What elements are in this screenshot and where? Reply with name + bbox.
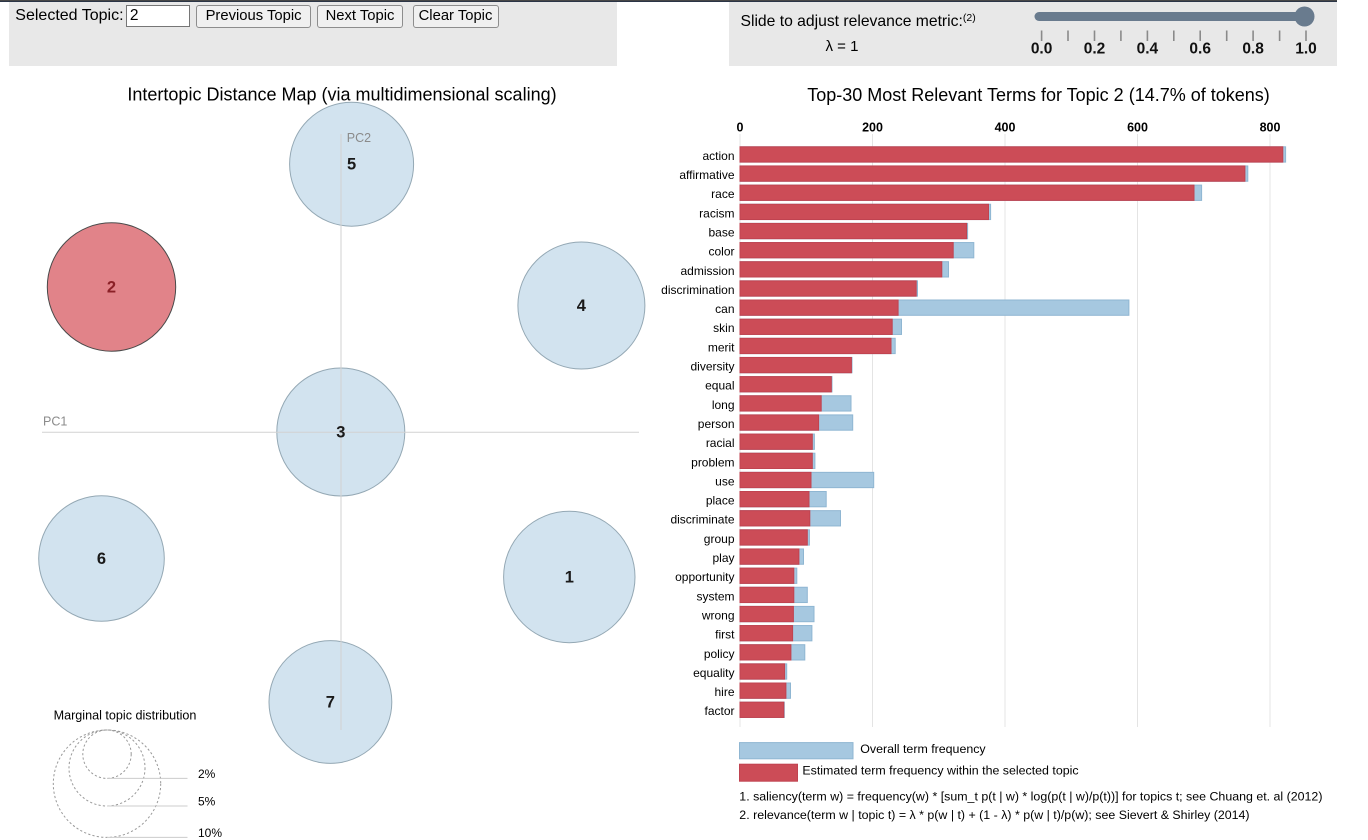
svg-text:0.0: 0.0: [1031, 40, 1053, 57]
svg-text:system: system: [696, 589, 734, 603]
svg-text:can: can: [715, 302, 734, 316]
svg-text:long: long: [712, 398, 735, 412]
svg-text:0.2: 0.2: [1084, 40, 1106, 57]
svg-text:1. saliency(term w) = frequenc: 1. saliency(term w) = frequency(w) * [su…: [739, 789, 1322, 803]
svg-text:Marginal topic distribution: Marginal topic distribution: [54, 709, 197, 723]
svg-text:wrong: wrong: [701, 608, 735, 622]
svg-text:racism: racism: [699, 206, 734, 220]
svg-text:use: use: [715, 474, 735, 488]
svg-text:factor: factor: [704, 704, 734, 718]
svg-text:play: play: [712, 551, 734, 565]
svg-text:200: 200: [862, 120, 883, 134]
svg-text:first: first: [715, 628, 735, 642]
svg-text:racial: racial: [706, 436, 735, 450]
svg-text:0: 0: [737, 120, 744, 134]
svg-text:6: 6: [97, 550, 106, 568]
svg-text:skin: skin: [713, 321, 734, 335]
svg-text:800: 800: [1260, 120, 1281, 134]
svg-text:400: 400: [995, 120, 1016, 134]
svg-text:Top-30 Most Relevant Terms for: Top-30 Most Relevant Terms for Topic 2 (…: [807, 85, 1270, 105]
svg-text:person: person: [698, 417, 735, 431]
svg-text:diversity: diversity: [690, 360, 734, 374]
svg-text:Overall term frequency: Overall term frequency: [860, 742, 986, 756]
svg-text:5: 5: [347, 156, 356, 174]
svg-text:Estimated term frequency withi: Estimated term frequency within the sele…: [802, 763, 1078, 777]
svg-text:policy: policy: [704, 647, 735, 661]
svg-text:0.8: 0.8: [1242, 40, 1264, 57]
svg-text:discrimination: discrimination: [661, 283, 734, 297]
svg-text:2: 2: [107, 279, 116, 297]
svg-text:0.4: 0.4: [1137, 40, 1159, 57]
svg-text:PC2: PC2: [347, 131, 371, 145]
svg-text:discriminate: discriminate: [670, 513, 734, 527]
svg-text:3: 3: [336, 424, 345, 442]
svg-text:action: action: [702, 149, 734, 163]
svg-text:race: race: [711, 187, 735, 201]
svg-text:place: place: [706, 494, 735, 508]
svg-text:10%: 10%: [198, 826, 222, 840]
svg-text:affirmative: affirmative: [679, 168, 734, 182]
svg-text:PC1: PC1: [43, 415, 67, 429]
svg-text:5%: 5%: [198, 795, 216, 809]
svg-text:equality: equality: [693, 666, 734, 680]
svg-text:admission: admission: [680, 264, 734, 278]
svg-text:opportunity: opportunity: [675, 570, 734, 584]
svg-text:600: 600: [1127, 120, 1148, 134]
svg-text:base: base: [708, 225, 734, 239]
svg-text:1.0: 1.0: [1295, 40, 1317, 57]
svg-text:group: group: [704, 532, 735, 546]
svg-text:7: 7: [326, 694, 335, 712]
svg-text:Intertopic Distance Map (via m: Intertopic Distance Map (via multidimens…: [127, 85, 556, 105]
svg-text:color: color: [708, 245, 734, 259]
svg-text:merit: merit: [708, 340, 735, 354]
svg-text:2. relevance(term w | topic t): 2. relevance(term w | topic t) = λ * p(w…: [739, 808, 1249, 822]
svg-text:equal: equal: [705, 379, 734, 393]
svg-text:hire: hire: [714, 685, 734, 699]
svg-text:4: 4: [577, 297, 587, 315]
svg-text:problem: problem: [691, 455, 734, 469]
svg-text:0.6: 0.6: [1189, 40, 1211, 57]
svg-text:1: 1: [565, 569, 574, 587]
svg-text:2%: 2%: [198, 767, 216, 781]
